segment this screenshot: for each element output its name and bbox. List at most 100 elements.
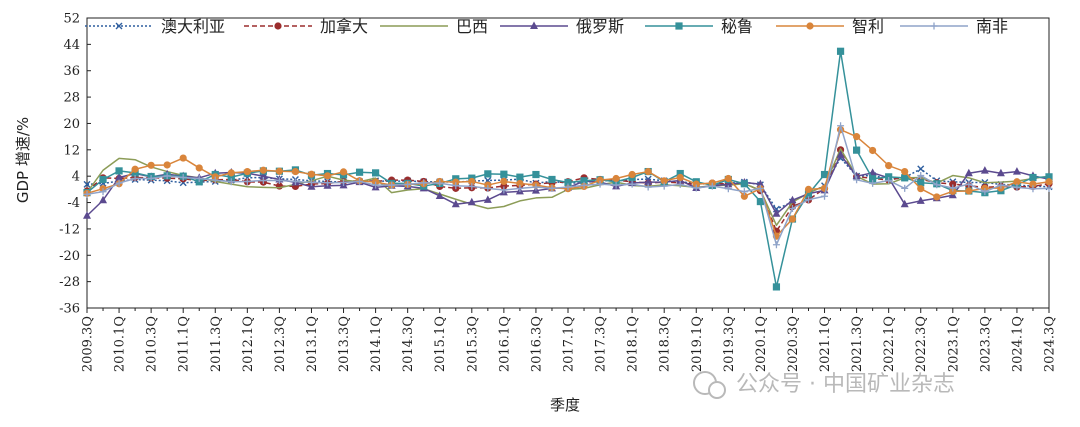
data-point	[1045, 178, 1053, 186]
data-point	[291, 167, 300, 176]
y-tick-label: 4	[72, 170, 80, 185]
data-point	[580, 177, 588, 185]
data-point	[99, 175, 107, 184]
legend-marker	[806, 22, 814, 30]
y-tick-label: 36	[63, 64, 80, 79]
data-point	[115, 173, 124, 181]
data-point	[516, 179, 524, 188]
data-point	[676, 169, 684, 178]
data-point	[1013, 183, 1021, 191]
data-point	[548, 175, 556, 184]
data-point	[147, 161, 155, 169]
x-tick-label: 2022.1Q	[882, 316, 897, 372]
data-point	[532, 170, 540, 179]
data-point	[372, 181, 380, 189]
x-tick-label: 2010.3Q	[145, 316, 160, 372]
data-point	[996, 168, 1005, 177]
data-point	[724, 174, 732, 183]
x-axis-title: 季度	[550, 396, 580, 414]
data-point	[564, 178, 572, 187]
data-point	[115, 167, 123, 175]
data-point	[324, 179, 331, 187]
legend-marker	[675, 22, 683, 30]
data-point	[131, 169, 139, 177]
data-point	[740, 188, 748, 196]
data-point	[323, 172, 332, 180]
legend-label: 智利	[852, 17, 884, 36]
data-point	[853, 146, 861, 154]
data-point	[500, 170, 508, 178]
data-point	[291, 177, 299, 185]
data-point	[917, 179, 925, 187]
data-point	[740, 192, 748, 200]
data-point	[965, 180, 973, 188]
data-point	[211, 176, 219, 184]
data-point	[740, 180, 748, 188]
data-point	[917, 185, 925, 193]
data-point	[676, 173, 684, 182]
data-point	[692, 184, 700, 192]
data-point	[821, 192, 829, 200]
data-point	[869, 175, 877, 183]
data-point	[420, 179, 428, 187]
data-point	[467, 197, 476, 206]
data-point	[388, 181, 396, 189]
x-tick-label: 2016.3Q	[529, 316, 544, 372]
data-point	[1012, 167, 1021, 175]
data-point	[660, 177, 668, 185]
x-tick-label: 2021.1Q	[818, 316, 833, 372]
data-point	[612, 174, 620, 183]
data-point	[339, 168, 348, 176]
data-point	[804, 190, 813, 198]
data-point	[901, 167, 909, 176]
data-point	[179, 154, 187, 162]
x-tick-label: 2015.1Q	[433, 316, 448, 372]
x-tick-label: 2020.3Q	[786, 316, 801, 372]
data-point	[227, 173, 235, 181]
data-point	[435, 191, 444, 199]
data-point	[901, 174, 909, 182]
data-point	[1045, 173, 1053, 181]
legend-label: 秘鲁	[721, 17, 753, 36]
data-point	[949, 184, 957, 192]
x-tick-label: 2018.3Q	[658, 316, 673, 372]
legend-item: 智利	[776, 17, 884, 36]
data-point	[965, 187, 973, 195]
y-tick-label: 44	[63, 38, 80, 53]
data-point	[949, 180, 957, 188]
data-point	[307, 182, 316, 190]
data-point	[259, 166, 267, 174]
data-point	[724, 179, 733, 188]
data-point	[243, 177, 251, 185]
data-point	[852, 171, 861, 180]
data-point	[628, 180, 636, 188]
y-tick-label: 52	[63, 12, 80, 27]
data-point	[179, 174, 187, 181]
x-tick-label: 2010.1Q	[113, 316, 128, 372]
y-tick-label: -12	[59, 222, 80, 237]
watermark: 公众号 · 中国矿业杂志	[693, 371, 955, 399]
data-point	[596, 176, 604, 184]
legend-marker	[115, 22, 123, 30]
data-point	[772, 241, 780, 249]
y-tick-label: 28	[63, 91, 80, 106]
data-point	[1029, 185, 1037, 193]
x-tick-label: 2011.1Q	[177, 316, 192, 372]
data-point	[500, 177, 508, 186]
x-tick-label: 2012.1Q	[241, 316, 256, 372]
data-point	[163, 161, 171, 169]
data-point	[804, 185, 813, 193]
x-tick-label: 2021.3Q	[850, 316, 865, 372]
data-point	[1029, 173, 1037, 182]
data-point	[805, 196, 812, 204]
data-point	[564, 183, 572, 191]
data-point	[500, 186, 508, 194]
data-point	[131, 165, 139, 173]
x-tick-label: 2020.1Q	[754, 316, 769, 372]
data-point	[436, 179, 444, 187]
data-point	[853, 176, 861, 184]
data-point	[820, 170, 829, 179]
data-point	[788, 215, 797, 223]
data-point	[756, 197, 764, 206]
data-point	[900, 199, 909, 208]
